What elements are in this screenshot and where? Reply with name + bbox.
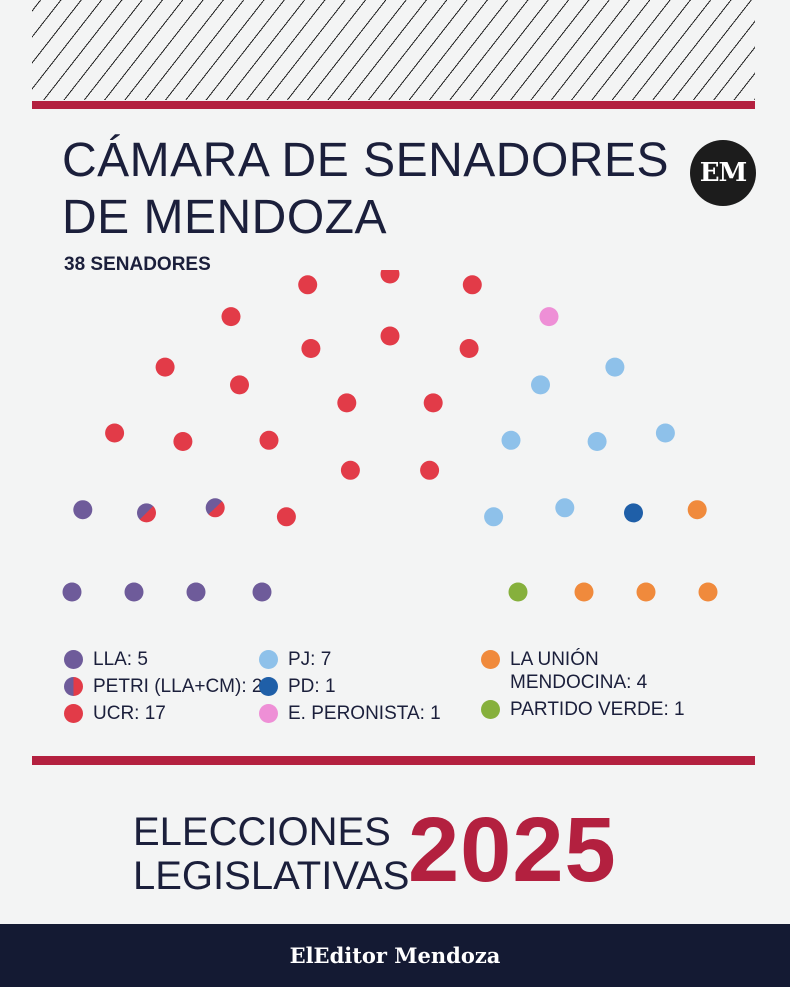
seat-ucr xyxy=(298,275,318,295)
seat-ucr xyxy=(173,432,193,451)
seat-la-uni-n-mendocina xyxy=(687,500,707,520)
title-line-2: DE MENDOZA xyxy=(62,191,388,244)
legend-label: PETRI (LLA+CM): 2 xyxy=(93,676,263,697)
legend-label: PJ: 7 xyxy=(288,649,332,670)
brand-name: ElEditor Mendoza xyxy=(289,943,501,968)
parliament-chart xyxy=(62,270,718,602)
legend-swatch xyxy=(481,650,500,669)
seat-la-uni-n-mendocina xyxy=(574,582,594,602)
elections-line-1: ELECCIONES xyxy=(133,810,391,854)
legend-item: PD: 1 xyxy=(259,675,441,698)
seat-lla xyxy=(73,500,93,520)
legend-swatch xyxy=(64,704,83,723)
seat-ucr xyxy=(221,307,241,327)
middle-divider xyxy=(32,756,755,765)
title-line-1: CÁMARA DE SENADORES xyxy=(62,134,669,187)
seat-ucr xyxy=(337,393,357,413)
top-divider xyxy=(32,101,755,109)
legend-swatch xyxy=(259,650,278,669)
legend-label: LA UNIÓN MENDOCINA: 4 xyxy=(510,649,648,693)
seat-pj xyxy=(484,507,504,527)
seat-lla xyxy=(252,582,272,602)
legend-label: PD: 1 xyxy=(288,676,336,697)
seat-ucr xyxy=(420,460,440,480)
legend-column-2: PJ: 7 PD: 1 E. PERONISTA: 1 xyxy=(259,648,441,729)
seat-pj xyxy=(531,375,550,395)
page-title: CÁMARA DE SENADORES DE MENDOZA xyxy=(62,132,669,246)
seat-ucr xyxy=(301,339,321,358)
seat-ucr xyxy=(105,423,125,443)
legend-item: LA UNIÓN MENDOCINA: 4 xyxy=(481,648,685,694)
seat-lla xyxy=(124,582,144,602)
seat-la-uni-n-mendocina xyxy=(636,582,656,602)
seat-la-uni-n-mendocina xyxy=(698,582,718,602)
seat-lla xyxy=(62,582,82,602)
legend-label: LLA: 5 xyxy=(93,649,148,670)
legend-swatch xyxy=(64,677,83,696)
seat-ucr xyxy=(276,507,296,527)
seat-ucr xyxy=(340,460,360,480)
legend-swatch xyxy=(64,650,83,669)
seat-pj xyxy=(655,423,675,443)
legend-item: E. PERONISTA: 1 xyxy=(259,702,441,725)
legend-item: UCR: 17 xyxy=(64,702,262,725)
legend-item: PARTIDO VERDE: 1 xyxy=(481,698,685,721)
legend-item: LLA: 5 xyxy=(64,648,262,671)
legend-column-3: LA UNIÓN MENDOCINA: 4 PARTIDO VERDE: 1 xyxy=(481,648,685,725)
seat-ucr xyxy=(230,375,249,395)
legend-item: PETRI (LLA+CM): 2 xyxy=(64,675,262,698)
legend-item: PJ: 7 xyxy=(259,648,441,671)
elections-line-2: LEGISLATIVAS xyxy=(133,854,410,898)
seat-ucr xyxy=(423,393,443,413)
seat-pj xyxy=(605,357,625,377)
seat-petri-lla-cm- xyxy=(205,498,225,518)
seat-ucr xyxy=(462,275,482,295)
elections-heading: ELECCIONES LEGISLATIVAS xyxy=(133,810,409,898)
hatch-pattern xyxy=(32,0,755,100)
seat-pj xyxy=(555,498,575,518)
legend-column-1: LLA: 5 PETRI (LLA+CM): 2 UCR: 17 xyxy=(64,648,262,729)
legend-label: E. PERONISTA: 1 xyxy=(288,703,441,724)
legend-label: PARTIDO VERDE: 1 xyxy=(510,699,685,720)
seat-partido-verde xyxy=(508,582,528,602)
seat-e-peronista xyxy=(539,307,559,327)
seat-pj xyxy=(501,430,521,450)
seat-ucr xyxy=(459,339,479,358)
em-logo: EM xyxy=(690,140,756,206)
seat-ucr xyxy=(380,326,400,346)
seat-count-subtitle: 38 SENADORES xyxy=(64,254,211,275)
seat-ucr xyxy=(155,357,175,377)
seat-ucr xyxy=(380,270,400,284)
legend-swatch xyxy=(259,677,278,696)
brand-footer: ElEditor Mendoza xyxy=(0,924,790,987)
legend-label: UCR: 17 xyxy=(93,703,166,724)
legend-swatch xyxy=(259,704,278,723)
seat-pj xyxy=(587,432,607,451)
seat-lla xyxy=(186,582,206,602)
legend-swatch xyxy=(481,700,500,719)
seat-petri-lla-cm- xyxy=(137,503,156,523)
seat-ucr xyxy=(259,430,279,450)
election-year: 2025 xyxy=(408,799,617,901)
seat-pd xyxy=(624,503,643,523)
